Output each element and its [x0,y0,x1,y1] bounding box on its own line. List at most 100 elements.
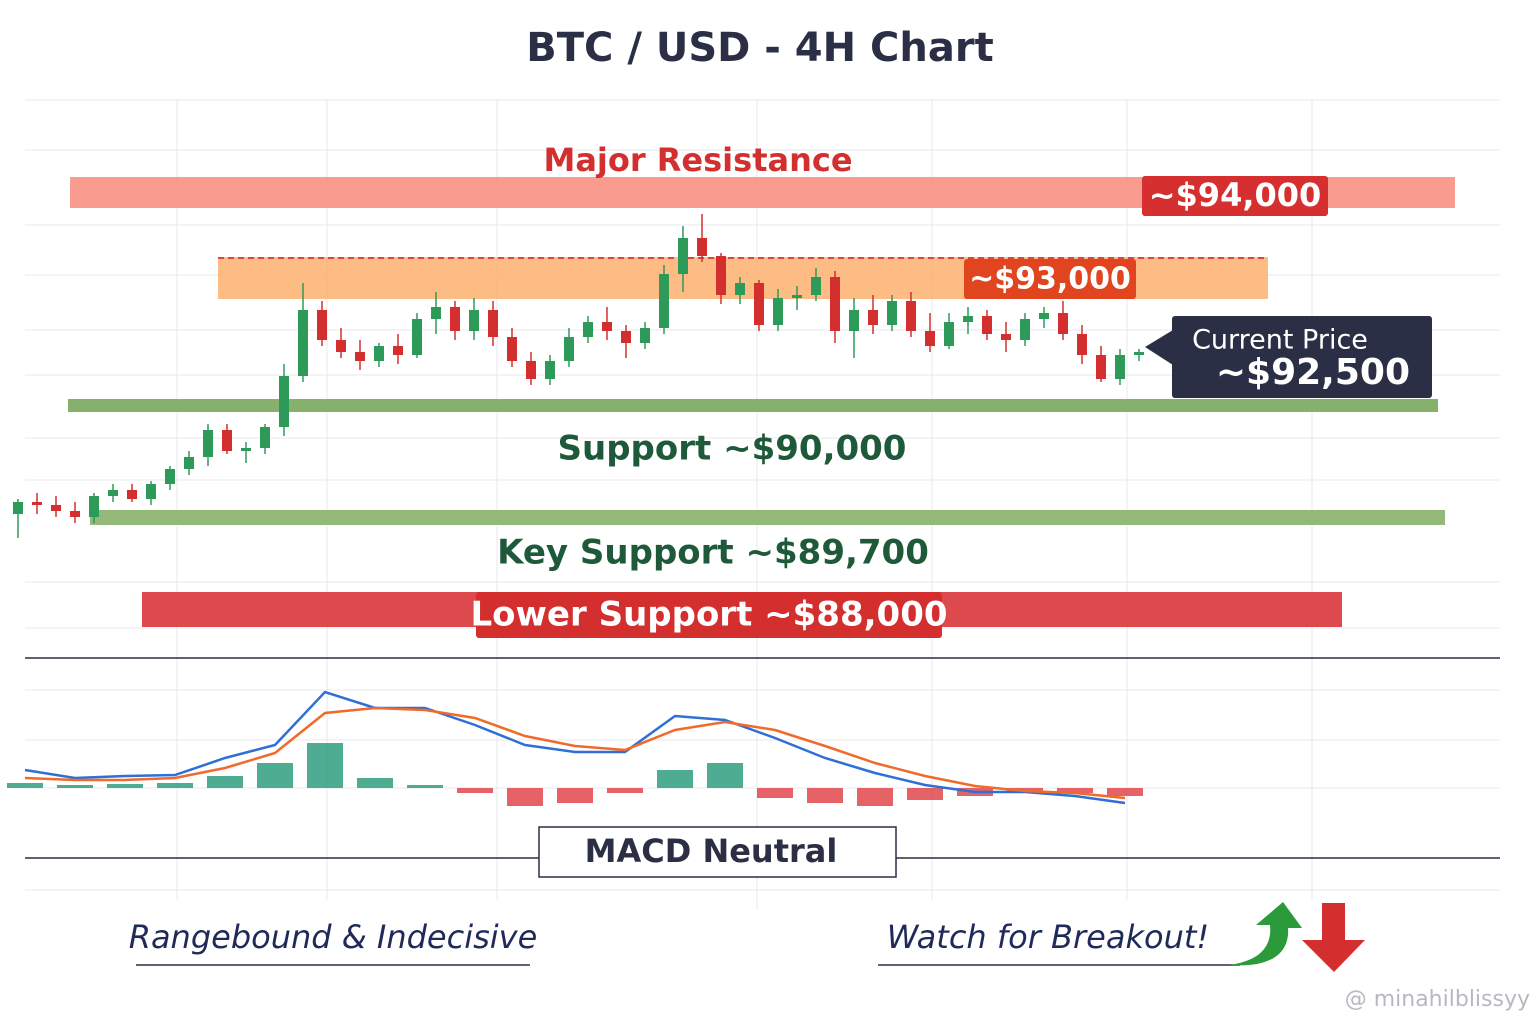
candle-body [146,484,156,499]
histogram-bar [407,785,443,788]
histogram-bar [357,778,393,788]
candle-body [602,322,612,331]
candle-body [564,337,574,361]
candle-body [241,448,251,451]
resistance-price: ~$94,000 [1149,176,1322,214]
candle-body [621,331,631,343]
zone-price: ~$93,000 [969,262,1131,297]
candle-body [754,283,764,325]
candle-body [792,295,802,298]
histogram-bar [257,763,293,788]
candle-body [963,316,973,322]
candle-body [203,430,213,457]
support-band [68,399,1438,412]
candle-body [811,277,821,295]
candle-body [583,322,593,337]
candle-body [89,496,99,517]
pointer [1145,330,1173,365]
candle-body [1077,334,1087,355]
macd-label: MACD Neutral [585,832,838,870]
key-support-band [90,510,1445,525]
macd-line [24,706,1126,800]
candle-body [640,328,650,343]
candle-body [1096,355,1106,379]
candle-body [317,310,327,340]
candle-body [412,319,422,355]
histogram-bar [157,783,193,788]
histogram-bar [457,788,493,793]
histogram-bar [907,788,943,800]
watermark: @ minahilblissyy [1345,987,1530,1012]
candle-body [355,352,365,361]
key-support-label: Key Support ~$89,700 [497,533,929,573]
candle-body [13,502,23,514]
down-arrow [1302,903,1365,972]
left-note: Rangebound & Indecisive [129,918,538,956]
candle-body [51,505,61,511]
candle-body [678,238,688,274]
candle-body [1020,319,1030,340]
histogram-bar [657,770,693,788]
candle-body [488,310,498,337]
histogram-bar [107,784,143,788]
candle-body [431,307,441,319]
candle-body [298,310,308,376]
candle-body [222,430,232,451]
candle-body [849,310,859,331]
candle-body [374,346,384,361]
current-box [1172,316,1432,398]
candle-body [735,283,745,295]
histogram-bar [1057,788,1093,793]
candle-body [526,361,536,379]
chart-title: BTC / USD - 4H Chart [526,25,993,71]
candle-body [906,301,916,331]
candle-body [944,322,954,346]
candle-body [925,331,935,346]
current-price: ~$92,500 [1216,352,1410,393]
histogram-bar [207,776,243,788]
histogram-bar [557,788,593,803]
candle-body [260,427,270,448]
up-arrow [1230,902,1302,966]
candle-body [1058,313,1068,334]
candle-body [393,346,403,355]
histogram-bar [757,788,793,798]
candle-body [450,307,460,331]
candle-body [868,310,878,325]
candle-body [165,469,175,484]
candle-body [507,337,517,361]
histogram-bar [857,788,893,806]
candle-body [1115,355,1125,379]
candle-body [697,238,707,256]
candle-body [32,502,42,505]
candle-body [830,277,840,331]
candle-body [1134,352,1144,355]
histogram-bar [7,783,43,788]
candle-body [716,256,726,295]
candle-body [773,298,783,325]
candle-body [982,316,992,334]
candle-body [1039,313,1049,319]
lower-badge [476,592,942,638]
candle-body [127,490,137,499]
support-label: Support ~$90,000 [558,429,907,469]
candle-body [70,511,80,517]
right-note: Watch for Breakout! [887,918,1209,956]
histogram-bar [307,743,343,788]
badge [1142,176,1328,216]
histogram-bar [707,763,743,788]
macd [7,690,1143,806]
lower-support-label: Lower Support ~$88,000 [470,595,947,635]
candle-body [887,301,897,325]
macd-box [538,826,897,878]
candle-body [1001,334,1011,340]
candle-body [336,340,346,352]
macd-line [24,690,1126,805]
candle-body [184,457,194,469]
current-label: Current Price [1192,325,1368,356]
histogram-bar [57,785,93,788]
candle-body [469,310,479,331]
candle-body [659,274,669,328]
histogram-bar [1107,788,1143,796]
